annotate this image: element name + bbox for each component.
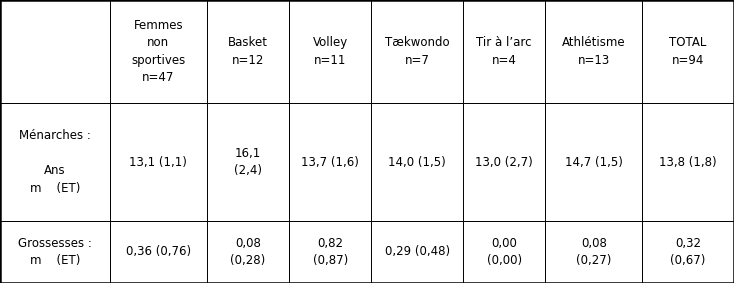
Bar xyxy=(545,221,642,283)
Bar xyxy=(207,221,289,283)
Text: 0,32
(0,67): 0,32 (0,67) xyxy=(670,237,706,267)
Bar xyxy=(545,0,642,103)
Bar xyxy=(289,221,371,283)
Bar xyxy=(371,103,463,221)
Text: 0,00
(0,00): 0,00 (0,00) xyxy=(487,237,522,267)
Text: Volley
n=11: Volley n=11 xyxy=(313,37,348,67)
Bar xyxy=(545,103,642,221)
Text: Grossesses :
m    (ET): Grossesses : m (ET) xyxy=(18,237,92,267)
Bar xyxy=(289,103,371,221)
Text: Tir à l’arc
n=4: Tir à l’arc n=4 xyxy=(476,37,532,67)
Text: 0,29 (0,48): 0,29 (0,48) xyxy=(385,245,450,258)
Text: Ménarches :

Ans
m    (ET): Ménarches : Ans m (ET) xyxy=(19,129,91,195)
Text: 0,36 (0,76): 0,36 (0,76) xyxy=(126,245,191,258)
Text: TOTAL
n=94: TOTAL n=94 xyxy=(669,37,707,67)
Text: 0,82
(0,87): 0,82 (0,87) xyxy=(313,237,348,267)
Bar xyxy=(463,221,545,283)
Bar xyxy=(207,0,289,103)
Text: 16,1
(2,4): 16,1 (2,4) xyxy=(234,147,262,177)
Text: 0,08
(0,27): 0,08 (0,27) xyxy=(576,237,611,267)
Bar xyxy=(642,103,734,221)
Text: Femmes
non
sportives
n=47: Femmes non sportives n=47 xyxy=(131,19,185,84)
Bar xyxy=(207,103,289,221)
Bar xyxy=(642,221,734,283)
Text: Athlétisme
n=13: Athlétisme n=13 xyxy=(562,37,625,67)
Bar xyxy=(463,103,545,221)
Text: 13,1 (1,1): 13,1 (1,1) xyxy=(129,156,187,168)
Text: 13,7 (1,6): 13,7 (1,6) xyxy=(301,156,359,168)
Text: 14,7 (1,5): 14,7 (1,5) xyxy=(565,156,622,168)
Text: Tækwondo
n=7: Tækwondo n=7 xyxy=(385,37,449,67)
Bar xyxy=(110,103,207,221)
Text: 0,08
(0,28): 0,08 (0,28) xyxy=(230,237,266,267)
Bar xyxy=(0,221,110,283)
Bar xyxy=(110,0,207,103)
Text: 14,0 (1,5): 14,0 (1,5) xyxy=(388,156,446,168)
Text: 13,8 (1,8): 13,8 (1,8) xyxy=(659,156,717,168)
Bar xyxy=(110,221,207,283)
Text: Basket
n=12: Basket n=12 xyxy=(228,37,268,67)
Bar xyxy=(289,0,371,103)
Bar xyxy=(0,103,110,221)
Bar xyxy=(371,0,463,103)
Bar xyxy=(463,0,545,103)
Bar xyxy=(642,0,734,103)
Bar xyxy=(0,0,110,103)
Text: 13,0 (2,7): 13,0 (2,7) xyxy=(476,156,533,168)
Bar xyxy=(371,221,463,283)
